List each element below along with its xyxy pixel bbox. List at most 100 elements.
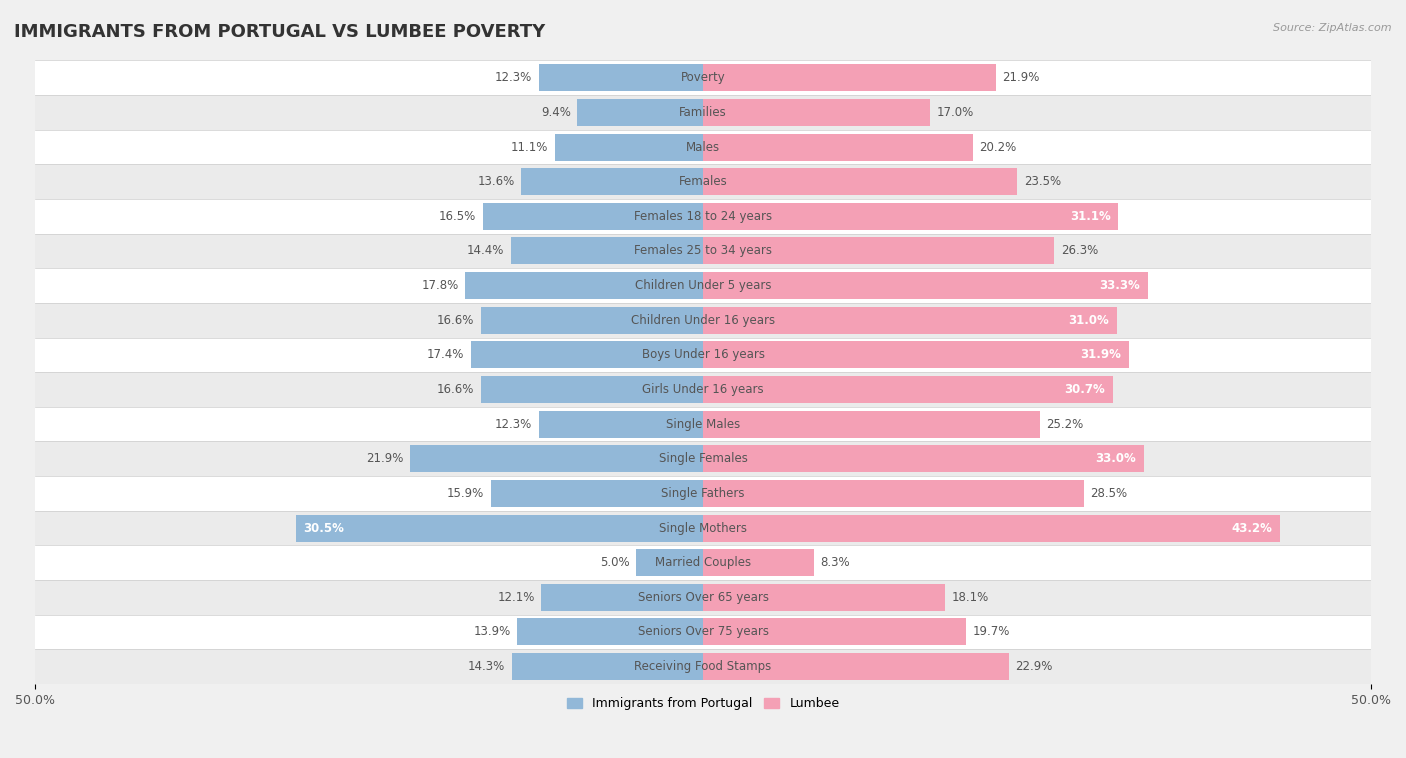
Text: 31.0%: 31.0%: [1069, 314, 1109, 327]
Text: Single Males: Single Males: [666, 418, 740, 431]
Bar: [703, 133, 973, 161]
Text: 16.6%: 16.6%: [437, 314, 475, 327]
Bar: [703, 237, 1054, 265]
Text: 8.3%: 8.3%: [821, 556, 851, 569]
Text: 12.3%: 12.3%: [495, 418, 531, 431]
Bar: [35, 545, 1371, 580]
Text: Families: Families: [679, 106, 727, 119]
Text: Married Couples: Married Couples: [655, 556, 751, 569]
Text: Source: ZipAtlas.com: Source: ZipAtlas.com: [1274, 23, 1392, 33]
Text: Females 18 to 24 years: Females 18 to 24 years: [634, 210, 772, 223]
Bar: [703, 99, 931, 126]
Bar: [411, 445, 703, 472]
Text: Single Fathers: Single Fathers: [661, 487, 745, 500]
Bar: [35, 615, 1371, 650]
Text: Males: Males: [686, 140, 720, 154]
Bar: [465, 272, 703, 299]
Bar: [510, 237, 703, 265]
Text: Children Under 16 years: Children Under 16 years: [631, 314, 775, 327]
Text: 26.3%: 26.3%: [1062, 245, 1098, 258]
Text: 16.6%: 16.6%: [437, 383, 475, 396]
Text: 17.8%: 17.8%: [422, 279, 458, 292]
Bar: [703, 653, 1010, 680]
Bar: [481, 307, 703, 334]
Bar: [481, 376, 703, 403]
Bar: [703, 411, 1039, 437]
Text: 33.0%: 33.0%: [1095, 453, 1136, 465]
Bar: [703, 341, 1129, 368]
Bar: [35, 441, 1371, 476]
Bar: [703, 480, 1084, 507]
Text: 30.5%: 30.5%: [304, 522, 344, 534]
Text: 43.2%: 43.2%: [1232, 522, 1272, 534]
Bar: [35, 372, 1371, 407]
Bar: [703, 168, 1017, 196]
Text: Single Mothers: Single Mothers: [659, 522, 747, 534]
Text: 23.5%: 23.5%: [1024, 175, 1060, 188]
Bar: [35, 650, 1371, 684]
Bar: [471, 341, 703, 368]
Bar: [491, 480, 703, 507]
Text: 5.0%: 5.0%: [600, 556, 630, 569]
Text: Females 25 to 34 years: Females 25 to 34 years: [634, 245, 772, 258]
Text: 19.7%: 19.7%: [973, 625, 1011, 638]
Text: 12.3%: 12.3%: [495, 71, 531, 84]
Bar: [541, 584, 703, 611]
Text: 21.9%: 21.9%: [1002, 71, 1039, 84]
Bar: [703, 376, 1114, 403]
Bar: [35, 407, 1371, 441]
Bar: [35, 337, 1371, 372]
Bar: [35, 511, 1371, 545]
Text: Females: Females: [679, 175, 727, 188]
Text: Seniors Over 65 years: Seniors Over 65 years: [637, 590, 769, 604]
Bar: [35, 268, 1371, 303]
Bar: [555, 133, 703, 161]
Bar: [35, 580, 1371, 615]
Text: 13.6%: 13.6%: [478, 175, 515, 188]
Bar: [703, 550, 814, 576]
Text: 28.5%: 28.5%: [1091, 487, 1128, 500]
Bar: [35, 303, 1371, 337]
Text: 15.9%: 15.9%: [447, 487, 484, 500]
Text: 33.3%: 33.3%: [1099, 279, 1140, 292]
Text: Girls Under 16 years: Girls Under 16 years: [643, 383, 763, 396]
Bar: [35, 233, 1371, 268]
Text: 11.1%: 11.1%: [510, 140, 548, 154]
Text: 12.1%: 12.1%: [498, 590, 534, 604]
Text: 13.9%: 13.9%: [474, 625, 510, 638]
Bar: [512, 653, 703, 680]
Bar: [703, 64, 995, 91]
Text: 21.9%: 21.9%: [367, 453, 404, 465]
Bar: [703, 272, 1147, 299]
Text: 25.2%: 25.2%: [1046, 418, 1084, 431]
Bar: [703, 445, 1144, 472]
Bar: [295, 515, 703, 541]
Bar: [703, 515, 1279, 541]
Text: 9.4%: 9.4%: [541, 106, 571, 119]
Bar: [35, 61, 1371, 95]
Legend: Immigrants from Portugal, Lumbee: Immigrants from Portugal, Lumbee: [561, 692, 845, 715]
Text: 18.1%: 18.1%: [952, 590, 988, 604]
Bar: [517, 619, 703, 646]
Text: Poverty: Poverty: [681, 71, 725, 84]
Text: IMMIGRANTS FROM PORTUGAL VS LUMBEE POVERTY: IMMIGRANTS FROM PORTUGAL VS LUMBEE POVER…: [14, 23, 546, 41]
Bar: [703, 203, 1119, 230]
Bar: [538, 411, 703, 437]
Bar: [703, 619, 966, 646]
Text: Children Under 5 years: Children Under 5 years: [634, 279, 772, 292]
Text: 14.4%: 14.4%: [467, 245, 503, 258]
Bar: [636, 550, 703, 576]
Bar: [538, 64, 703, 91]
Text: 17.0%: 17.0%: [936, 106, 974, 119]
Text: Boys Under 16 years: Boys Under 16 years: [641, 349, 765, 362]
Text: 20.2%: 20.2%: [980, 140, 1017, 154]
Text: 31.1%: 31.1%: [1070, 210, 1111, 223]
Text: 31.9%: 31.9%: [1080, 349, 1121, 362]
Text: Receiving Food Stamps: Receiving Food Stamps: [634, 660, 772, 673]
Bar: [35, 130, 1371, 164]
Bar: [35, 164, 1371, 199]
Bar: [578, 99, 703, 126]
Bar: [35, 199, 1371, 233]
Text: 30.7%: 30.7%: [1064, 383, 1105, 396]
Text: 16.5%: 16.5%: [439, 210, 475, 223]
